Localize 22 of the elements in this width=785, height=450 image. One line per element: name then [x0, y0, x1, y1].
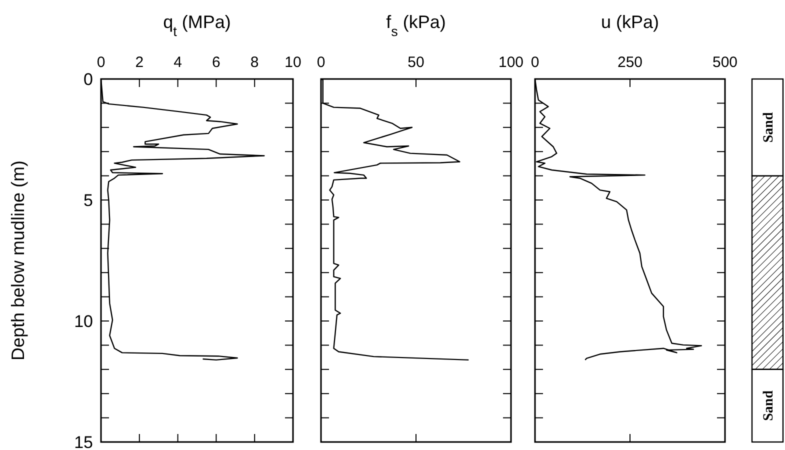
chart-title: u (kPa) [600, 12, 660, 32]
chart-title: q$_{t}$ (MPa) [163, 12, 231, 38]
y-tick-label: 10 [74, 312, 93, 331]
x-tick-label: 50 [408, 54, 424, 71]
text: Sand [762, 112, 776, 143]
x-tick-label: 2 [135, 54, 144, 71]
y-tick-label: 5 [84, 190, 93, 210]
y-tick-label: 0 [84, 70, 93, 89]
x-tick-label: 0 [316, 54, 326, 71]
chart-title: f$_{s}$ (kPa) [386, 12, 446, 38]
y-axis-title: Depth below mudline (m) [8, 160, 28, 361]
x-tick-label: 100 [498, 54, 524, 71]
y-tick-label: 15 [74, 432, 93, 450]
x-tick-label: 6 [212, 54, 220, 71]
x-tick-label: 10 [284, 54, 302, 71]
x-tick-label: 4 [174, 54, 182, 71]
text: Sand [762, 390, 776, 421]
x-tick-label: 8 [250, 54, 259, 71]
x-tick-label: 250 [617, 54, 643, 71]
x-tick-label: 500 [712, 54, 738, 71]
x-tick-label: 0 [530, 54, 540, 71]
x-tick-label: 0 [96, 54, 106, 71]
